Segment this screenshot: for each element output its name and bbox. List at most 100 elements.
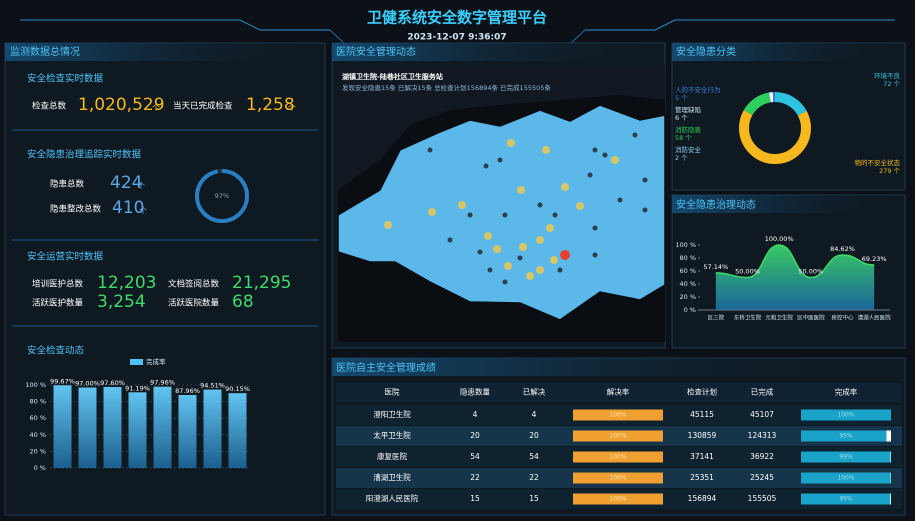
rate-bar xyxy=(573,430,663,442)
y-tick-label: 80 % xyxy=(29,398,46,406)
panel-title: 医院安全管理动态 xyxy=(336,45,416,58)
map-dot xyxy=(497,157,503,163)
data-label: 94.51% xyxy=(200,382,225,390)
label: 隐患整改总数 xyxy=(50,204,102,215)
cell: 阳澄湖人民医院 xyxy=(366,493,419,503)
value: 6 xyxy=(675,114,679,122)
panel-titlebar xyxy=(672,195,905,213)
bar-label: 99% xyxy=(839,454,853,461)
y-tick-label: 100 % xyxy=(25,381,46,389)
gauge-arc xyxy=(195,169,249,223)
cell: 4 xyxy=(473,410,478,419)
data-label: 50.00% xyxy=(798,268,823,276)
rate-bar xyxy=(573,409,663,421)
map-dot xyxy=(517,255,523,261)
panel-titlebar xyxy=(332,43,665,61)
map-marker xyxy=(484,232,492,240)
map-dot xyxy=(617,197,623,203)
map-dot xyxy=(537,202,543,208)
label: 活跃医护数量 xyxy=(32,298,84,309)
map-dot xyxy=(552,212,558,218)
cell: 155505 xyxy=(748,494,777,503)
y-tick-label: 40 % xyxy=(29,431,46,439)
map-dot xyxy=(447,237,453,243)
completion-bar xyxy=(801,409,891,421)
y-tick-label: 60 % xyxy=(679,267,696,275)
map-marker xyxy=(546,224,554,232)
cell: 130859 xyxy=(688,431,717,440)
cell: 20 xyxy=(470,431,480,440)
legend-label: 消防安全 xyxy=(675,145,702,154)
datetime: 2023-12-07 9:36:07 xyxy=(407,33,506,43)
map-dot xyxy=(642,207,648,213)
map-marker xyxy=(504,262,512,270)
map-marker xyxy=(526,272,534,280)
cell: 54 xyxy=(470,452,480,461)
panel-title: 安全隐患分类 xyxy=(676,45,736,58)
label: 隐患总数 xyxy=(50,179,85,190)
map-dot xyxy=(502,279,508,285)
data-label: 84.62% xyxy=(830,245,855,253)
popup-title: 湖镇卫生院-陆巷社区卫生服务站 xyxy=(342,72,443,81)
slice-value: 58 个 xyxy=(675,134,692,142)
y-tick-label: 60 % xyxy=(29,414,46,422)
chart-title: 安全检查动态 xyxy=(27,345,85,357)
label: 培训医护总数 xyxy=(32,279,84,290)
map-marker xyxy=(517,186,525,194)
slice-value: 279 个 xyxy=(879,167,900,175)
stat-value: 68 xyxy=(232,292,254,312)
data-label: 97.60% xyxy=(100,379,125,387)
slice-value: 72 个 xyxy=(883,80,900,88)
legend-label: 环境不良 xyxy=(874,71,901,80)
column-header: 隐患数量 xyxy=(460,387,490,397)
pie-slice xyxy=(739,92,811,164)
line xyxy=(715,244,875,279)
bar xyxy=(128,392,147,468)
map-marker xyxy=(542,146,550,154)
page-title: 卫健系统安全数字管理平台 xyxy=(367,9,547,27)
map-selected xyxy=(560,250,570,260)
map-marker xyxy=(384,221,392,229)
unit: 个 xyxy=(681,114,688,122)
data-label: 87.96% xyxy=(175,387,200,395)
x-tick-label: 元和卫生院 xyxy=(765,314,793,322)
data-label: 97.96% xyxy=(150,379,175,387)
panel-titlebar xyxy=(5,43,325,61)
bar xyxy=(203,389,222,468)
table-header xyxy=(336,383,902,402)
map-dot xyxy=(483,163,489,169)
map-dot xyxy=(502,212,508,218)
cell: 124313 xyxy=(748,431,777,440)
rate-bar xyxy=(573,493,663,505)
panel-titlebar xyxy=(672,43,905,61)
map-dot xyxy=(477,249,483,255)
y-tick-label: 40 % xyxy=(679,280,696,288)
data-label: 91.19% xyxy=(125,384,150,392)
map-marker xyxy=(561,183,569,191)
x-tick-label: 区三院 xyxy=(708,314,725,322)
map-marker xyxy=(458,201,466,209)
cell: 45107 xyxy=(750,410,774,419)
map-marker xyxy=(507,139,515,147)
label: 文档签阅总数 xyxy=(168,279,220,290)
map-dot xyxy=(557,267,563,273)
map-dot xyxy=(602,152,608,158)
panel-title: 安全隐患治理动态 xyxy=(676,198,756,211)
value: 279 xyxy=(879,167,891,175)
panel-title: 监测数据总情况 xyxy=(10,45,80,58)
bar xyxy=(178,394,197,468)
rate-bar xyxy=(573,451,663,463)
popup-text: 发现安全隐患15条 已解决15条 总检查计划156894条 已完成155505条 xyxy=(342,83,551,92)
map-marker xyxy=(536,236,544,244)
cell: 54 xyxy=(529,452,539,461)
cell: 康复医院 xyxy=(377,451,407,461)
dividers xyxy=(12,129,318,327)
stat-value: 424 xyxy=(110,173,142,193)
x-tick-label: 东桥卫生院 xyxy=(734,314,762,322)
map-dot xyxy=(487,267,493,273)
column-header: 完成率 xyxy=(835,387,858,397)
map-marker xyxy=(611,156,619,164)
